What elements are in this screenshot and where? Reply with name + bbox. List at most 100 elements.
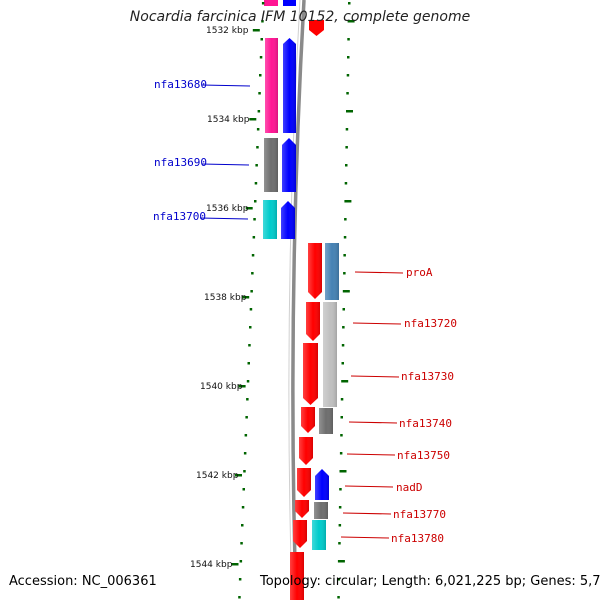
gene-nfa13770[interactable] bbox=[314, 502, 328, 519]
gene-blue-top[interactable] bbox=[283, 0, 296, 6]
gene-nfa13740[interactable] bbox=[319, 408, 333, 434]
tick-label-1536: 1536 kbp bbox=[206, 204, 249, 214]
minor-tick-dot bbox=[347, 20, 355, 23]
tick-label-1542: 1542 kbp bbox=[196, 471, 239, 481]
leader-nfa13700 bbox=[199, 217, 249, 220]
gene-nfa13680-partner[interactable] bbox=[283, 38, 296, 133]
gene-nadD[interactable] bbox=[315, 469, 329, 500]
minor-tick-dot bbox=[342, 290, 350, 293]
minor-tick-dot bbox=[253, 218, 256, 221]
minor-tick-dot bbox=[338, 542, 341, 545]
minor-tick-dot bbox=[256, 128, 260, 131]
minor-tick-dot bbox=[246, 398, 249, 401]
gene-nfa13690-partner[interactable] bbox=[282, 138, 296, 192]
genome-backbone bbox=[291, 0, 306, 600]
minor-tick-dot bbox=[347, 56, 350, 59]
gene-red-8[interactable] bbox=[293, 520, 307, 548]
minor-tick-dot bbox=[342, 326, 345, 329]
minor-tick-dot bbox=[348, 2, 351, 5]
minor-tick-dot bbox=[246, 380, 250, 383]
label-nfa13700[interactable]: nfa13700 bbox=[153, 210, 206, 223]
map-title: Nocardia farcinica IFM 10152, complete g… bbox=[129, 9, 471, 25]
leader-nfa13730 bbox=[350, 375, 400, 378]
label-nadD[interactable]: nadD bbox=[396, 481, 423, 494]
gene-nfa13690[interactable] bbox=[264, 138, 278, 192]
leader-nfa13740 bbox=[348, 421, 398, 424]
label-proA[interactable]: proA bbox=[406, 266, 433, 279]
gene-nfa13680[interactable] bbox=[265, 38, 278, 133]
gene-magenta-top[interactable] bbox=[264, 0, 278, 6]
minor-tick-dot bbox=[251, 254, 255, 257]
major-tick bbox=[249, 118, 257, 121]
minor-ticks-left bbox=[238, 2, 265, 599]
label-nfa13720[interactable]: nfa13720 bbox=[404, 317, 457, 330]
gene-red-4[interactable] bbox=[301, 407, 315, 433]
minor-tick-dot bbox=[261, 2, 265, 5]
minor-tick-dot bbox=[250, 290, 253, 293]
minor-tick-dot bbox=[346, 92, 349, 95]
gene-red-3[interactable] bbox=[303, 343, 318, 405]
minor-tick-dot bbox=[249, 326, 252, 329]
gene-red-7[interactable] bbox=[295, 500, 309, 518]
gene-red-6[interactable] bbox=[297, 468, 311, 497]
minor-tick-dot bbox=[344, 182, 348, 185]
major-tick bbox=[235, 474, 242, 477]
gene-red-1[interactable] bbox=[308, 243, 322, 299]
gene-nfa13700[interactable] bbox=[263, 200, 277, 239]
minor-tick-dot bbox=[344, 200, 352, 203]
minor-tick-dot bbox=[343, 272, 346, 275]
accession-text: Accession: NC_006361 bbox=[9, 574, 157, 589]
minor-tick-dot bbox=[256, 146, 259, 149]
minor-tick-dot bbox=[342, 308, 345, 311]
minor-tick-dot bbox=[338, 506, 342, 509]
minor-tick-dot bbox=[244, 434, 248, 437]
tick-label-1544: 1544 kbp bbox=[190, 560, 233, 570]
leader-nfa13770 bbox=[342, 512, 392, 515]
minor-tick-dot bbox=[347, 38, 350, 41]
leader-nfa13720 bbox=[352, 322, 402, 325]
gene-proA[interactable] bbox=[325, 243, 339, 300]
minor-tick-dot bbox=[345, 146, 348, 149]
minor-tick-dot bbox=[337, 560, 345, 563]
minor-tick-dot bbox=[339, 452, 343, 455]
major-tick bbox=[245, 207, 253, 210]
tick-label-1534: 1534 kbp bbox=[207, 115, 250, 125]
tick-label-1532: 1532 kbp bbox=[206, 26, 249, 36]
label-nfa13770[interactable]: nfa13770 bbox=[393, 508, 446, 521]
minor-tick-dot bbox=[338, 524, 342, 527]
label-nfa13750[interactable]: nfa13750 bbox=[397, 449, 450, 462]
leader-nfa13680 bbox=[201, 84, 251, 87]
minor-tick-dot bbox=[341, 362, 344, 365]
minor-tick-dot bbox=[337, 596, 340, 599]
gene-nfa13700-partner[interactable] bbox=[281, 201, 295, 239]
minor-tick-dot bbox=[243, 470, 246, 473]
major-tick bbox=[242, 296, 250, 299]
minor-tick-dot bbox=[343, 236, 347, 239]
gene-nfa13780[interactable] bbox=[312, 520, 326, 550]
label-nfa13730[interactable]: nfa13730 bbox=[401, 370, 454, 383]
minor-tick-dot bbox=[340, 398, 344, 401]
label-nfa13690[interactable]: nfa13690 bbox=[154, 156, 207, 169]
minor-tick-dot bbox=[259, 74, 262, 77]
minor-tick-dot bbox=[249, 308, 253, 311]
label-nfa13680[interactable]: nfa13680 bbox=[154, 78, 207, 91]
major-ticks bbox=[231, 29, 260, 566]
minor-tick-dot bbox=[254, 182, 258, 185]
gene-nfa13720[interactable] bbox=[323, 302, 337, 407]
minor-tick-dot bbox=[344, 218, 347, 221]
gene-red-9[interactable] bbox=[290, 552, 304, 600]
gene-red-2[interactable] bbox=[306, 302, 320, 341]
label-nfa13740[interactable]: nfa13740 bbox=[399, 417, 452, 430]
minor-tick-dot bbox=[345, 164, 348, 167]
gene-red-top[interactable] bbox=[309, 20, 324, 36]
minor-tick-dot bbox=[341, 344, 345, 347]
minor-tick-dot bbox=[251, 272, 254, 275]
minor-tick-dot bbox=[260, 38, 263, 41]
minor-tick-dot bbox=[257, 110, 261, 113]
gene-red-5[interactable] bbox=[299, 437, 313, 465]
minor-tick-dot bbox=[238, 578, 242, 581]
label-nfa13780[interactable]: nfa13780 bbox=[391, 532, 444, 545]
genome-summary-text: Topology: circular; Length: 6,021,225 bp… bbox=[260, 574, 600, 589]
minor-tick-dot bbox=[346, 110, 353, 113]
